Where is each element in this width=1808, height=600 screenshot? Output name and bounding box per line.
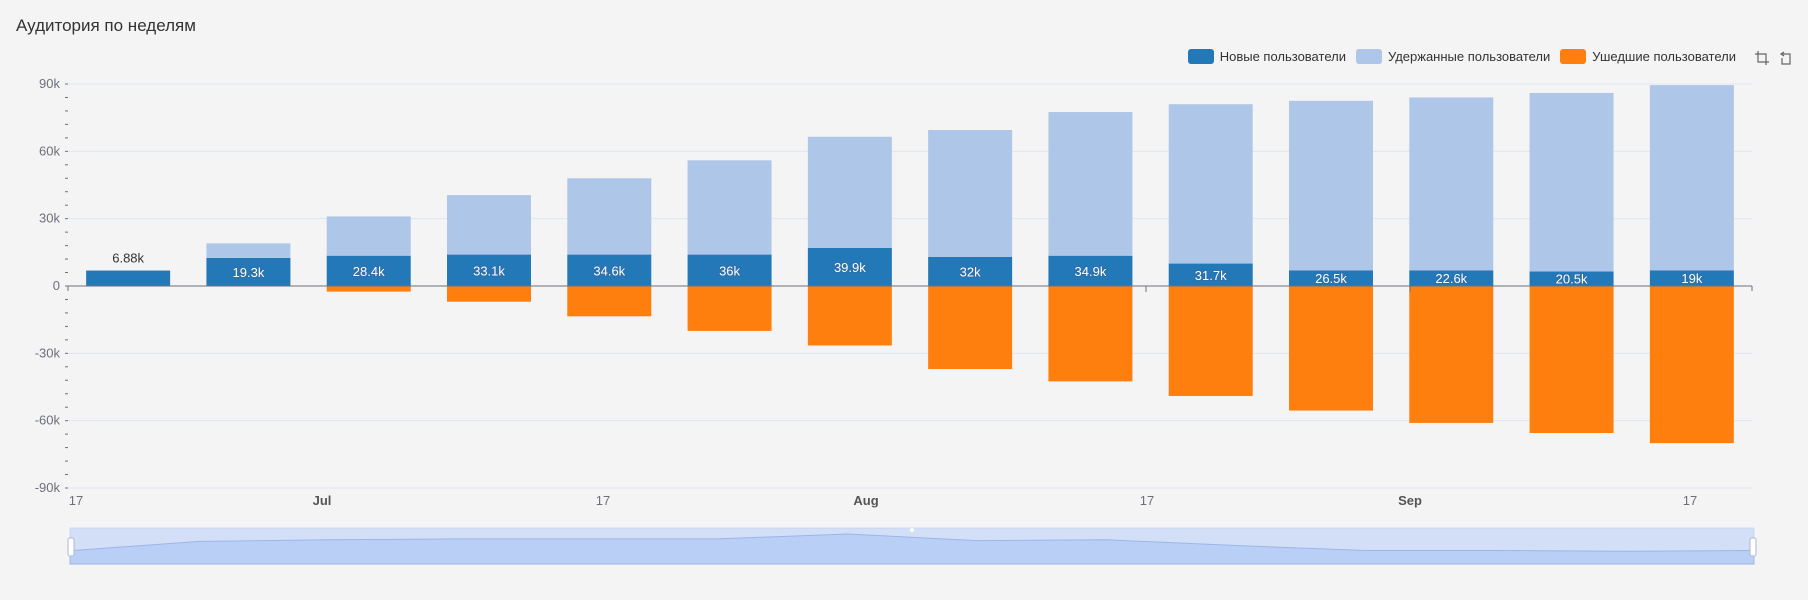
bar-new[interactable] (1529, 271, 1614, 286)
bar-churned[interactable] (447, 286, 531, 302)
y-tick-label: -90k (35, 480, 61, 495)
zoom-reset-icon[interactable] (1778, 50, 1794, 66)
bar-value-label: 31.7k (1195, 268, 1227, 283)
bar-value-label: 34.9k (1075, 264, 1107, 279)
bar-new[interactable] (1168, 263, 1253, 286)
x-tick-label: 17 (1683, 493, 1697, 508)
bar-churned[interactable] (687, 286, 772, 331)
bar-new[interactable] (1649, 270, 1734, 286)
bar-new[interactable] (326, 255, 411, 286)
bar-value-label: 19.3k (233, 265, 265, 280)
legend-item-retained-users[interactable]: Удержанные пользователи (1355, 49, 1551, 64)
bar-value-label: 26.5k (1315, 271, 1347, 286)
bar-value-label: 28.4k (353, 264, 385, 279)
legend-swatch-churned-users (1560, 49, 1587, 64)
bar-churned[interactable] (1048, 286, 1133, 382)
bar-churned[interactable] (1289, 286, 1373, 411)
bar-value-label: 19k (1681, 271, 1702, 286)
bar-new[interactable] (928, 256, 1013, 286)
legend-item-new-users[interactable]: Новые пользователи (1187, 49, 1346, 64)
x-tick-label: 17 (596, 493, 610, 508)
bar-value-label: 6.88k (112, 251, 144, 266)
slider-preview-area (69, 533, 1755, 565)
bar-retained[interactable] (1649, 85, 1734, 271)
bar-churned[interactable] (807, 286, 892, 346)
y-tick-label: -30k (35, 345, 61, 360)
bar-value-label: 34.6k (593, 263, 625, 278)
legend-label-churned-users: Ушедшие пользователи (1592, 49, 1736, 64)
bar-retained[interactable] (1048, 112, 1133, 256)
bar-churned[interactable] (1168, 286, 1253, 396)
slider-handle-right[interactable] (1749, 537, 1757, 557)
bar-value-label: 39.9k (834, 260, 866, 275)
bar-churned[interactable] (928, 286, 1013, 370)
bar-labels: 6.88k 19.3k 28.4k 33.1k 34.6k 36k 39.9k 32k 34.9… (112, 251, 1704, 288)
slider-window[interactable] (70, 528, 1754, 564)
x-tick-label: Aug (853, 493, 878, 508)
bar-new[interactable] (687, 254, 772, 286)
bar-retained[interactable] (1529, 92, 1614, 272)
bar-churned[interactable] (1529, 286, 1614, 434)
bar-value-label: 36k (719, 263, 740, 278)
bar-value-label: 20.5k (1556, 272, 1588, 287)
bar-value-label: 22.6k (1435, 271, 1467, 286)
bar-new[interactable] (447, 254, 531, 286)
zoom-icon[interactable] (1754, 50, 1770, 66)
bar-new[interactable] (1048, 255, 1133, 286)
legend-label-new-users: Новые пользователи (1219, 49, 1346, 64)
legend-item-churned-users[interactable]: Ушедшие пользователи (1560, 49, 1736, 64)
bar-churned[interactable] (567, 286, 652, 317)
legend-swatch-new-users (1187, 49, 1214, 64)
bar-new[interactable] (567, 254, 652, 286)
bar-churned[interactable] (326, 286, 411, 292)
x-tick-label: Jul (313, 493, 332, 508)
axes: 90k 60k 30k 0 -30k -60k -90k 17 Jul 17 Aug 17 Sep 17 (35, 76, 1753, 508)
y-tick-label: 0 (53, 278, 60, 293)
bar-retained[interactable] (326, 216, 411, 256)
y-tick-label: 60k (39, 143, 60, 158)
legend: Новые пользователи Удержанные пользовате… (1187, 49, 1736, 64)
bar-retained[interactable] (447, 195, 531, 255)
legend-label-retained-users: Удержанные пользователи (1387, 49, 1551, 64)
y-tick-label: 30k (39, 211, 60, 226)
bars (86, 85, 1734, 444)
y-tick-label: -60k (35, 413, 61, 428)
bar-retained[interactable] (206, 243, 291, 258)
bar-value-label: 33.1k (473, 263, 505, 278)
x-tick-label: 17 (1140, 493, 1154, 508)
bar-new[interactable] (1409, 270, 1494, 286)
data-zoom-slider[interactable] (67, 527, 1757, 565)
bar-retained[interactable] (807, 136, 892, 248)
bar-retained[interactable] (1409, 97, 1494, 271)
toolbox (1754, 50, 1794, 66)
bar-new[interactable] (86, 270, 171, 286)
bar-retained[interactable] (928, 130, 1013, 257)
bar-retained[interactable] (567, 178, 652, 255)
slider-drag-handle[interactable] (910, 528, 914, 532)
bar-retained[interactable] (687, 160, 772, 255)
x-tick-label: 17 (69, 493, 83, 508)
x-tick-label: Sep (1398, 493, 1422, 508)
bar-new[interactable] (1289, 270, 1373, 286)
bar-churned[interactable] (1409, 286, 1494, 423)
bar-value-label: 32k (960, 264, 981, 279)
chart-title: Аудитория по неделям (16, 16, 196, 35)
legend-swatch-retained-users (1355, 49, 1382, 64)
slider-handle-left[interactable] (67, 537, 75, 557)
bar-retained[interactable] (1168, 104, 1253, 264)
bar-churned[interactable] (1649, 286, 1734, 444)
y-tick-label: 90k (39, 76, 60, 91)
bar-new[interactable] (206, 257, 291, 286)
bar-new[interactable] (807, 247, 892, 286)
bar-retained[interactable] (1289, 100, 1373, 271)
